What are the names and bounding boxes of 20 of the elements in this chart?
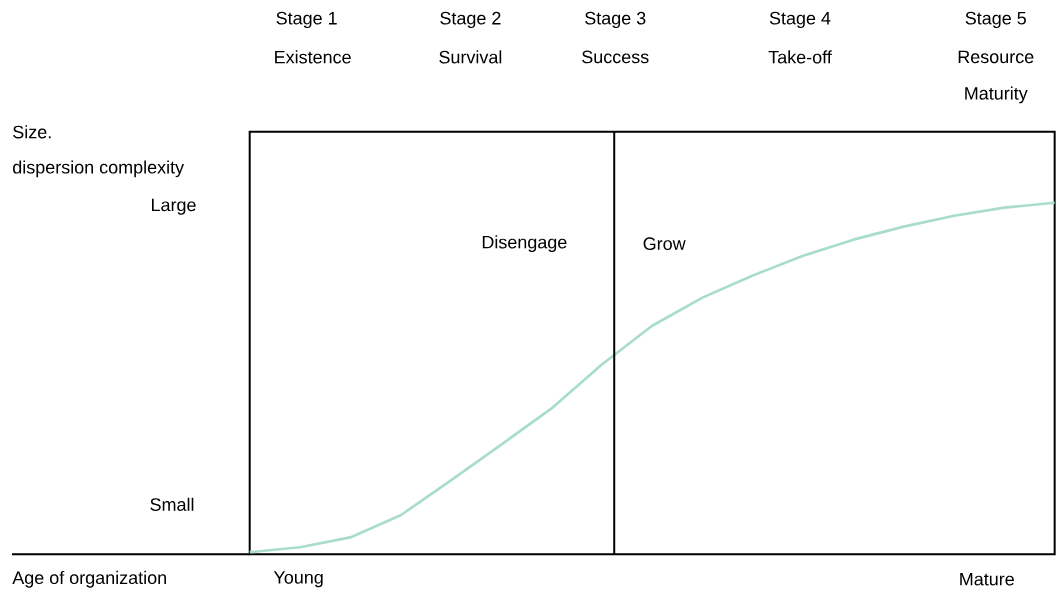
text: Stage 4 (769, 11, 831, 28)
text: Existence (275, 50, 351, 64)
annotation: Grow (643, 237, 686, 250)
text: Small (150, 497, 194, 511)
text: Mature (960, 572, 1014, 586)
text: Take-off (768, 50, 832, 64)
text: Stage 3 (585, 11, 646, 28)
text: Stage 1 (276, 11, 337, 28)
text: dispersion complexity (13, 160, 185, 178)
text: Stage 5 (965, 11, 1026, 28)
text: Success (582, 50, 649, 64)
text: Maturity (965, 86, 1028, 104)
text: Size. (13, 125, 51, 139)
text: Large (152, 198, 196, 215)
text: Age of organization (12, 570, 166, 588)
text: Survival (439, 50, 502, 64)
text: Stage 2 (440, 11, 501, 28)
text: Young (273, 571, 323, 588)
text: Resource (958, 50, 1034, 64)
annotation: Disengage (482, 235, 567, 252)
